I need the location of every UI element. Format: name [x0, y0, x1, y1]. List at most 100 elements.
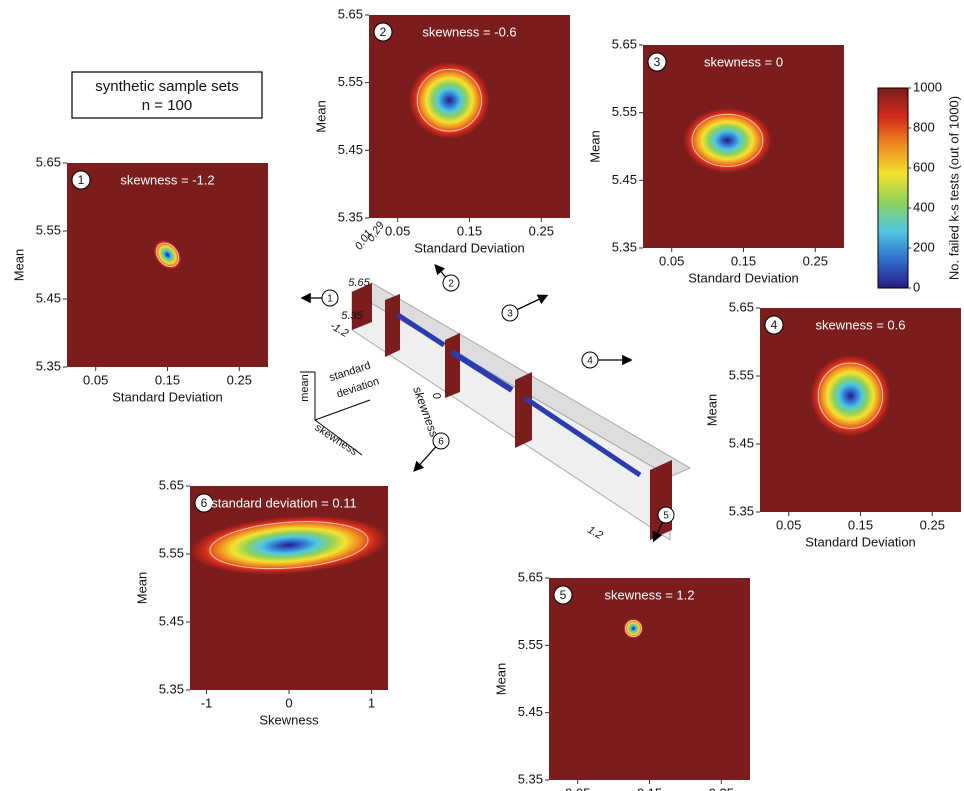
- colorbar-tick-label: 200: [913, 239, 935, 254]
- x-tick-label: 0.15: [848, 517, 873, 532]
- colorbar-tick-label: 1000: [913, 79, 942, 94]
- edge-label: 5.35: [341, 310, 363, 322]
- colorbar-tick-label: 0: [913, 279, 920, 294]
- heatmap-blob: [810, 354, 891, 437]
- header-title: synthetic sample sets: [95, 78, 238, 95]
- panel-number-circle: [647, 52, 667, 72]
- panel-number: 5: [560, 588, 567, 602]
- contour: [691, 113, 764, 167]
- heatmap-blob: [683, 107, 772, 173]
- y-tick-label: 5.35: [729, 503, 754, 518]
- annotation: standard deviation = 0.11: [211, 495, 356, 510]
- x-tick-label: 0.15: [637, 785, 662, 791]
- x-axis-label: Standard Deviation: [414, 240, 525, 255]
- legend-axis: [314, 419, 363, 456]
- header-subtitle: n = 100: [142, 97, 192, 114]
- panel-number: 1: [78, 173, 85, 187]
- y-axis-label: Mean: [313, 100, 328, 133]
- x-tick-label: 1: [368, 695, 375, 710]
- edge-label: 1.2: [585, 524, 604, 542]
- x-axis-label: Standard Deviation: [688, 270, 799, 285]
- legend-axis: [314, 399, 371, 421]
- slice: [445, 333, 460, 398]
- y-tick-label: 5.65: [338, 6, 363, 21]
- edge-label: 5.65: [348, 277, 370, 289]
- x-tick-label: 0.25: [803, 253, 828, 268]
- y-tick-label: 5.35: [338, 209, 363, 224]
- marker-label: 3: [507, 309, 513, 320]
- marker-circle: [432, 432, 450, 450]
- y-tick-label: 5.65: [159, 477, 184, 492]
- annotation: skewness = 0: [704, 54, 783, 69]
- x-tick-label: 0.25: [920, 517, 945, 532]
- y-tick-label: 5.35: [159, 681, 184, 696]
- x-tick-label: 0.05: [83, 372, 108, 387]
- heatmap-blob: [409, 61, 490, 139]
- y-tick-label: 5.65: [612, 36, 637, 51]
- x-tick-label: 0.15: [731, 253, 756, 268]
- marker-circle: [442, 274, 460, 292]
- colorbar: [877, 87, 909, 289]
- panel-number-circle: [764, 315, 784, 335]
- panel-number-circle: [194, 493, 214, 513]
- y-axis-label: Mean: [493, 663, 508, 696]
- y-tick-label: 5.65: [518, 569, 543, 584]
- slice: [385, 294, 400, 357]
- colorbar-tick-label: 800: [913, 119, 935, 134]
- contour: [155, 242, 180, 268]
- y-tick-label: 5.45: [36, 290, 61, 305]
- y-tick-label: 5.35: [518, 771, 543, 786]
- marker-label: 5: [663, 511, 669, 522]
- y-tick-label: 5.65: [729, 299, 754, 314]
- y-axis-label: Mean: [11, 249, 26, 282]
- panel-number: 4: [771, 318, 778, 332]
- x-tick-label: 0: [285, 695, 292, 710]
- annotation: skewness = 0.6: [816, 317, 906, 332]
- legend-axis-label: skewness: [313, 422, 360, 459]
- y-tick-label: 5.55: [159, 545, 184, 560]
- edge-label: 0.29: [365, 220, 387, 244]
- y-tick-label: 5.45: [729, 435, 754, 450]
- y-tick-label: 5.45: [518, 704, 543, 719]
- panel-number-circle: [373, 22, 393, 42]
- colorbar-label: No. failed k-s tests (out of 1000): [946, 96, 961, 280]
- slice-stripe: [396, 312, 446, 348]
- panel-number-circle: [71, 170, 91, 190]
- marker-circle: [657, 506, 675, 524]
- annotation: skewness = -0.6: [422, 24, 516, 39]
- contour: [416, 68, 483, 132]
- y-tick-label: 5.45: [338, 142, 363, 157]
- contour: [817, 362, 884, 429]
- x-tick-label: 0.25: [529, 223, 554, 238]
- edge-label: 0: [429, 391, 443, 402]
- y-axis-label: Mean: [134, 572, 149, 605]
- contour: [624, 619, 642, 638]
- panel-number: 3: [654, 55, 661, 69]
- colorbar-tick-label: 400: [913, 199, 935, 214]
- slice-stripe: [450, 349, 514, 393]
- legend-axis-label: mean: [299, 374, 311, 402]
- y-tick-label: 5.55: [729, 367, 754, 382]
- y-tick-label: 5.45: [612, 172, 637, 187]
- marker-circle: [501, 304, 519, 322]
- slice: [515, 372, 532, 448]
- edge-label: -1.2: [328, 320, 350, 340]
- y-axis-label: Mean: [704, 394, 719, 427]
- x-tick-label: 0.05: [385, 223, 410, 238]
- slice: [650, 460, 672, 540]
- slice: [352, 283, 372, 330]
- marker-label: 2: [448, 279, 454, 290]
- y-tick-label: 5.35: [36, 358, 61, 373]
- heatmap-blob: [623, 618, 644, 639]
- x-tick-label: 0.15: [457, 223, 482, 238]
- y-tick-label: 5.55: [338, 74, 363, 89]
- header-box: [71, 71, 263, 119]
- contour: [209, 521, 369, 570]
- x-tick-label: 0.25: [709, 785, 734, 791]
- heatmap-background: [549, 578, 750, 780]
- marker-circle: [321, 289, 339, 307]
- x-tick-label: 0.05: [565, 785, 590, 791]
- panel-number-circle: [553, 585, 573, 605]
- x-axis-label: Standard Deviation: [112, 389, 223, 404]
